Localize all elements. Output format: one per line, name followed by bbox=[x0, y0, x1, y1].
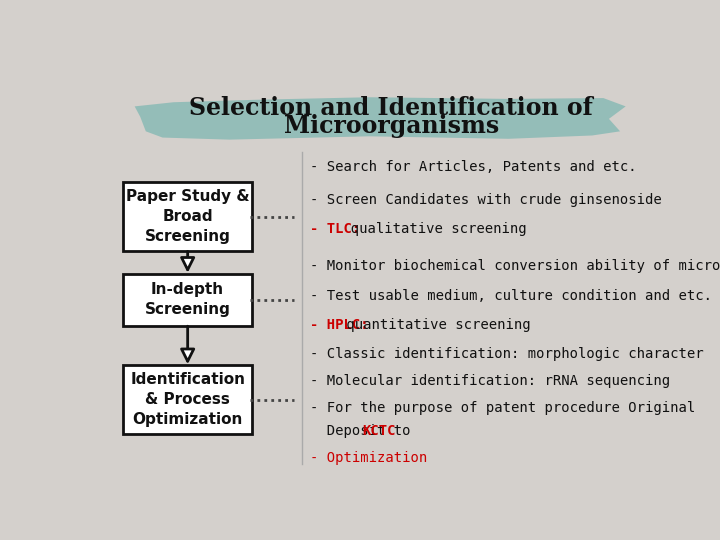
Text: - TLC:: - TLC: bbox=[310, 222, 361, 236]
Text: Microorganisms: Microorganisms bbox=[284, 114, 499, 138]
Text: - Optimization: - Optimization bbox=[310, 451, 428, 465]
Text: Identification
& Process
Optimization: Identification & Process Optimization bbox=[130, 372, 245, 427]
FancyBboxPatch shape bbox=[124, 365, 252, 434]
Text: - Molecular identification: rRNA sequencing: - Molecular identification: rRNA sequenc… bbox=[310, 374, 670, 388]
Text: qualitative screening: qualitative screening bbox=[334, 222, 527, 236]
Text: KCTC: KCTC bbox=[362, 424, 395, 438]
Text: - Classic identification: morphologic character: - Classic identification: morphologic ch… bbox=[310, 347, 704, 361]
Text: - Screen Candidates with crude ginsenoside: - Screen Candidates with crude ginsenosi… bbox=[310, 193, 662, 207]
Text: - Search for Articles, Patents and etc.: - Search for Articles, Patents and etc. bbox=[310, 160, 637, 174]
Text: - Test usable medium, culture condition and etc.: - Test usable medium, culture condition … bbox=[310, 288, 712, 302]
Text: Selection and Identification of: Selection and Identification of bbox=[189, 97, 593, 120]
Text: Deposit to: Deposit to bbox=[310, 424, 419, 438]
Text: - For the purpose of patent procedure Original: - For the purpose of patent procedure Or… bbox=[310, 401, 696, 415]
Text: In-depth
Screening: In-depth Screening bbox=[145, 282, 230, 317]
Text: Paper Study &
Broad
Screening: Paper Study & Broad Screening bbox=[126, 189, 249, 244]
Polygon shape bbox=[135, 97, 626, 140]
Text: quantitative screening: quantitative screening bbox=[338, 318, 531, 332]
FancyBboxPatch shape bbox=[124, 274, 252, 326]
Text: - Monitor biochemical conversion ability of microbes: - Monitor biochemical conversion ability… bbox=[310, 259, 720, 273]
Text: - HPLC:: - HPLC: bbox=[310, 318, 369, 332]
FancyBboxPatch shape bbox=[124, 183, 252, 251]
